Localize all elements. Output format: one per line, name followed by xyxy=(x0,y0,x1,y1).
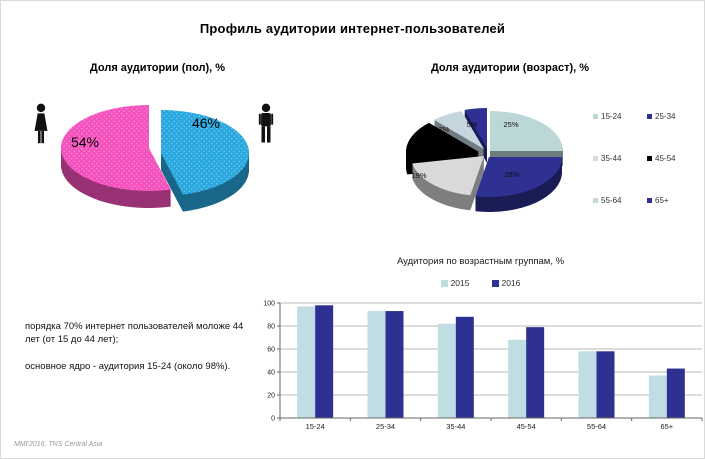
pie-data-label: 46% xyxy=(192,115,220,131)
legend-label: 2015 xyxy=(450,278,470,288)
legend-item-45-54: 45-54 xyxy=(647,154,697,163)
page-title: Профиль аудитории интернет-пользователей xyxy=(199,21,506,36)
bar-2016-55-64 xyxy=(596,351,615,418)
y-axis-tick-label: 60 xyxy=(267,347,275,354)
legend-label: 15-24 xyxy=(601,112,622,121)
legend-swatch xyxy=(593,114,598,119)
age-bar-chart: 0 20 40 60 80 100 15-24 25-34 35-44 45-54 55-64 65+ xyxy=(263,301,703,431)
bar-2016-35-44 xyxy=(455,316,474,418)
legend-swatch xyxy=(647,156,652,161)
legend-item-2016: 2016 xyxy=(491,278,521,288)
bar-2015-55-64 xyxy=(578,351,597,418)
legend-swatch xyxy=(647,114,652,119)
legend-item-2015: 2015 xyxy=(440,278,470,288)
age-chart-title: Доля аудитории (возраст), % xyxy=(430,62,590,74)
x-axis-category-label: 35-44 xyxy=(446,422,465,431)
pie-data-label: 54% xyxy=(71,134,99,150)
x-axis-category-label: 15-24 xyxy=(306,422,325,431)
gender-pie-chart: 46% 54% xyxy=(61,105,250,212)
legend-label: 55-64 xyxy=(601,196,622,205)
legend-item-35-44: 35-44 xyxy=(593,154,647,163)
legend-swatch xyxy=(593,198,598,203)
y-axis-tick-label: 80 xyxy=(267,324,275,331)
note-line: порядка 70% интернет пользователей молож… xyxy=(25,321,244,346)
bar-2016-15-24 xyxy=(315,305,334,418)
bar-2016-45-54 xyxy=(526,327,545,418)
legend-label: 45-54 xyxy=(655,154,676,163)
pie-data-label: 25% xyxy=(503,120,518,129)
bar-2015-15-24 xyxy=(297,306,316,418)
notes-block: порядка 70% интернет пользователей молож… xyxy=(25,320,247,386)
x-axis-category-label: 25-34 xyxy=(376,422,395,431)
legend-swatch xyxy=(491,279,499,287)
pie-data-label: 7% xyxy=(439,125,450,134)
bar-chart-title: Аудитория по возрастным группам, % xyxy=(396,256,565,267)
bar-2015-65+ xyxy=(648,375,667,418)
pie-data-label: 5% xyxy=(467,120,478,129)
legend-swatch xyxy=(647,198,652,203)
x-axis-category-label: 55-64 xyxy=(587,422,606,431)
x-axis-category-label: 65+ xyxy=(660,422,673,431)
legend-label: 25-34 xyxy=(655,112,676,121)
legend-item-55-64: 55-64 xyxy=(593,196,647,205)
legend-swatch xyxy=(593,156,598,161)
y-axis-tick-label: 20 xyxy=(267,393,275,400)
bar-2015-25-34 xyxy=(367,311,386,418)
bar-2015-45-54 xyxy=(508,339,527,418)
legend-label: 65+ xyxy=(655,196,669,205)
legend-item-25-34: 25-34 xyxy=(647,112,697,121)
woman-icon xyxy=(34,103,48,144)
legend-item-65+: 65+ xyxy=(647,196,697,205)
bar-chart-legend: 2015 2016 xyxy=(256,278,705,288)
pie-data-label: 19% xyxy=(411,171,426,180)
age-pie-legend: 15-24 25-34 35-44 45-54 55-64 65+ xyxy=(593,112,701,205)
note-line: основное ядро - аудитория 15-24 (около 9… xyxy=(25,360,231,372)
bar-2016-25-34 xyxy=(385,311,404,418)
legend-label: 35-44 xyxy=(601,154,622,163)
age-pie-chart: 25% 28% 19% 7% 5% xyxy=(405,108,563,212)
y-axis-tick-label: 0 xyxy=(271,416,275,423)
y-axis-tick-label: 100 xyxy=(263,301,275,308)
bar-2015-35-44 xyxy=(437,323,456,418)
y-axis-tick-label: 40 xyxy=(267,370,275,377)
source-note: MMI'2016, TNS Central Asia xyxy=(14,441,103,448)
bar-2016-65+ xyxy=(666,368,685,418)
legend-label: 2016 xyxy=(501,278,521,288)
x-axis-category-label: 45-54 xyxy=(517,422,536,431)
pie-data-label: 28% xyxy=(504,170,519,179)
gender-chart-title: Доля аудитории (пол), % xyxy=(89,62,226,74)
legend-item-15-24: 15-24 xyxy=(593,112,647,121)
man-icon xyxy=(258,103,274,143)
legend-swatch xyxy=(440,279,448,287)
